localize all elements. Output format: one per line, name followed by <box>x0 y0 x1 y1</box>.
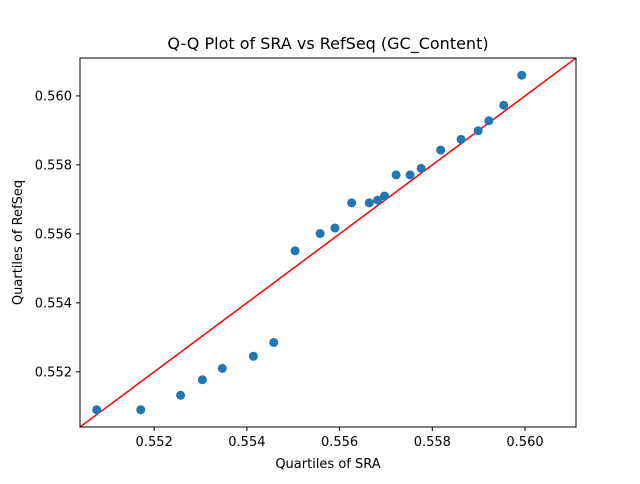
data-point <box>269 338 279 348</box>
x-tick-label: 0.558 <box>414 435 451 450</box>
x-axis-label: Quartiles of SRA <box>275 457 380 472</box>
x-tick-label: 0.556 <box>321 435 358 450</box>
data-point <box>517 70 527 80</box>
data-point <box>315 229 325 239</box>
data-point <box>484 116 494 126</box>
data-point <box>405 170 415 180</box>
y-tick-label: 0.552 <box>35 365 72 380</box>
data-point <box>380 191 390 201</box>
chart-title: Q-Q Plot of SRA vs RefSeq (GC_Content) <box>167 34 488 54</box>
y-tick-label: 0.556 <box>35 227 72 242</box>
data-point <box>197 375 207 385</box>
plot-area <box>80 58 576 427</box>
reference-line <box>80 58 576 427</box>
data-point <box>416 163 426 173</box>
data-point <box>499 100 509 110</box>
y-tick-label: 0.560 <box>35 89 72 104</box>
data-point <box>456 134 466 144</box>
data-point <box>290 246 300 256</box>
y-tick-label: 0.558 <box>35 158 72 173</box>
data-point <box>248 351 258 361</box>
axes-frame <box>79 57 577 428</box>
x-tick-label: 0.554 <box>228 435 265 450</box>
data-point <box>473 126 483 136</box>
data-point <box>92 405 102 415</box>
data-point <box>217 363 227 373</box>
data-point <box>176 390 186 400</box>
y-axis-label: Quartiles of RefSeq <box>11 180 26 305</box>
data-point <box>136 405 146 415</box>
data-point <box>436 145 446 155</box>
x-tick-label: 0.552 <box>136 435 173 450</box>
data-point <box>364 198 374 208</box>
data-point <box>373 195 383 205</box>
y-tick-label: 0.554 <box>35 296 72 311</box>
x-tick-label: 0.560 <box>506 435 543 450</box>
data-point <box>391 170 401 180</box>
axis-ticks: 0.552 0.554 0.556 0.558 0.560 0.552 0.554 0.556… <box>35 89 544 450</box>
data-point <box>347 198 357 208</box>
data-point <box>330 223 340 233</box>
